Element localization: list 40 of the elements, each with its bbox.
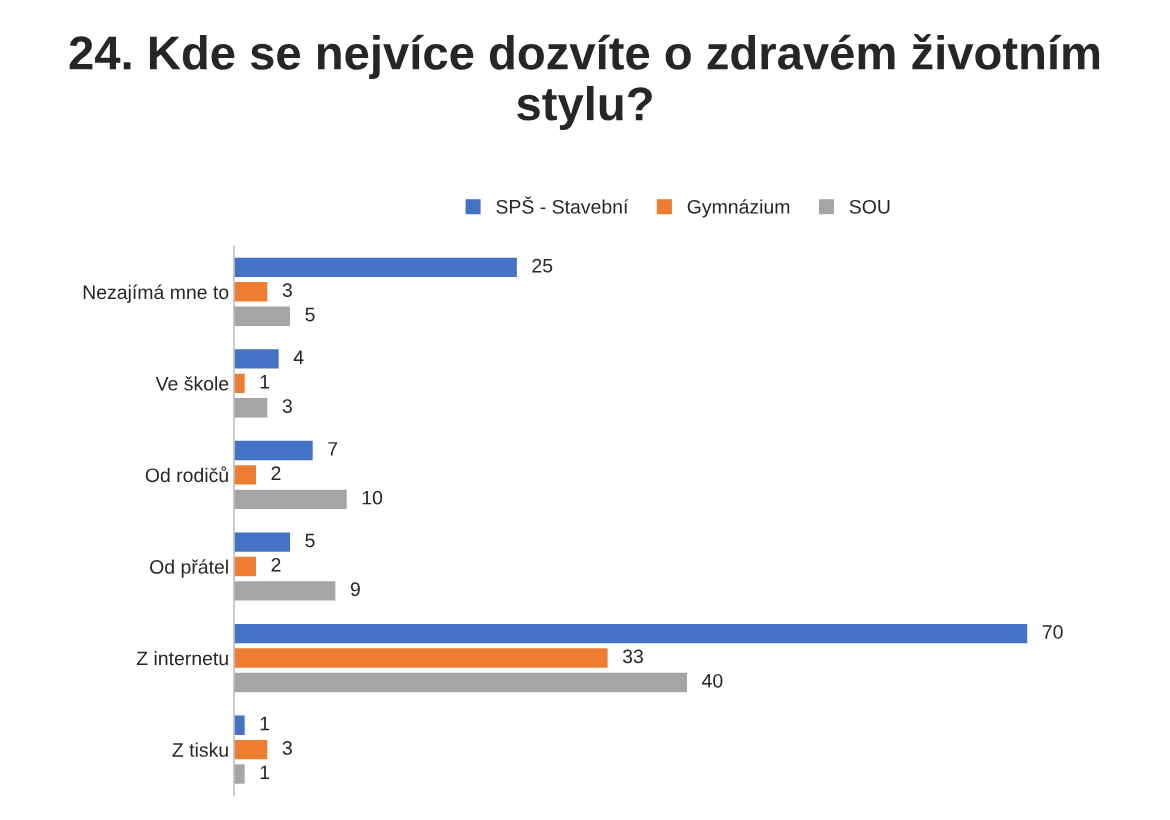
- bar: [234, 280, 269, 303]
- data-label: 9: [350, 582, 360, 597]
- data-label: 3: [282, 283, 292, 297]
- bar: [234, 646, 609, 670]
- legend-label: SOU: [849, 199, 890, 214]
- bar: [234, 622, 1029, 645]
- data-label: 25: [532, 258, 553, 273]
- data-label: 3: [282, 741, 292, 755]
- data-label: 1: [260, 716, 270, 731]
- bar: [234, 256, 519, 279]
- data-label: 2: [271, 557, 281, 572]
- y-tick-label: Od rodičů: [145, 466, 228, 483]
- bar: [234, 738, 269, 761]
- chart-title: 24. Kde se nejvíce dozvíte o zdravém životním stylu?: [69, 34, 1100, 130]
- data-label: 5: [305, 307, 315, 322]
- data-label: 5: [305, 533, 315, 548]
- y-tick-label: Z tisku: [172, 742, 228, 757]
- data-label: 7: [328, 442, 338, 456]
- bar: [234, 463, 258, 486]
- y-tick-label: Od přátel: [150, 559, 228, 578]
- legend-label: SPŠ - Stavební: [496, 196, 629, 214]
- data-label: 10: [362, 490, 383, 505]
- data-label: 1: [260, 375, 270, 389]
- data-label: 40: [702, 673, 723, 688]
- data-label: 4: [293, 350, 304, 364]
- bar: [234, 555, 258, 578]
- data-label: 1: [260, 765, 270, 780]
- legend-label: Gymnázium: [687, 199, 790, 218]
- y-tick-label: Nezajímá mne to: [83, 284, 229, 303]
- bar: [234, 347, 281, 371]
- bar: [234, 530, 292, 554]
- bar: [234, 372, 247, 395]
- bar: [234, 714, 247, 737]
- data-label: 2: [271, 466, 281, 480]
- y-tick-label: Ve škole: [155, 376, 229, 391]
- data-label: 3: [282, 399, 292, 413]
- data-label: 70: [1042, 625, 1063, 639]
- y-tick-label: Z internetu: [136, 651, 228, 666]
- bar: [234, 439, 315, 462]
- data-label: 33: [622, 649, 643, 664]
